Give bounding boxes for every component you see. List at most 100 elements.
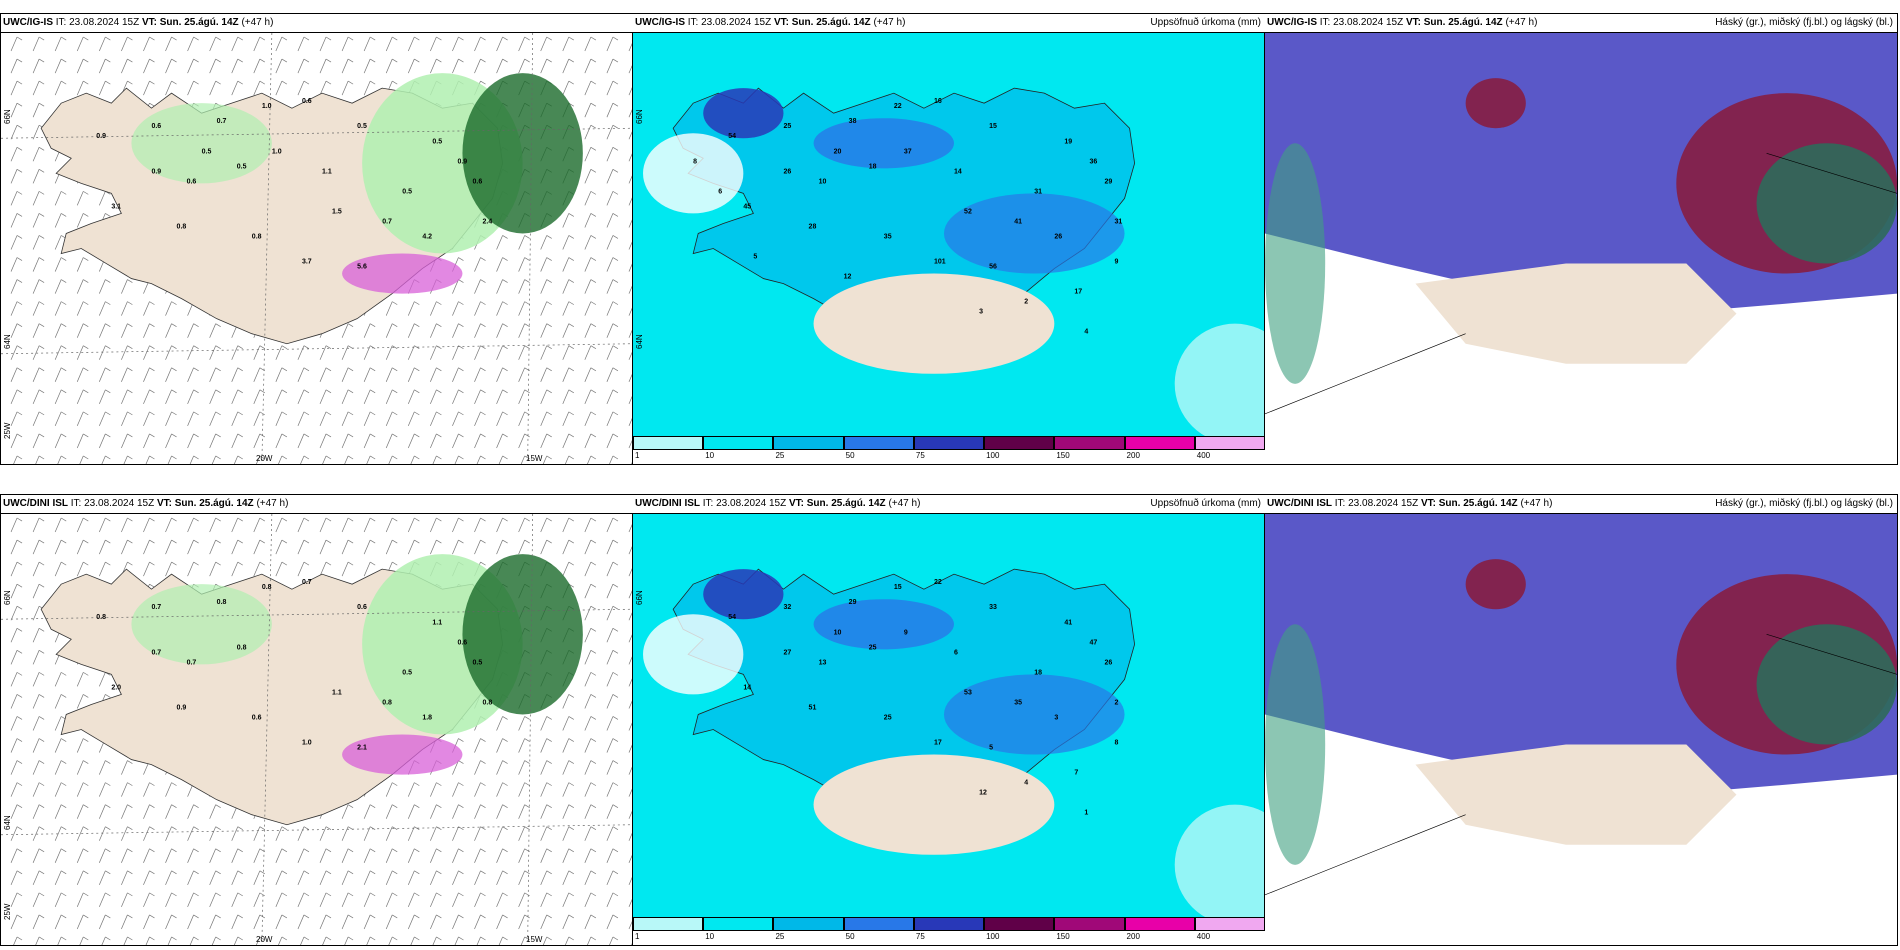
value-label: 14 <box>743 684 751 691</box>
value-label: 14 <box>954 168 962 175</box>
value-label: 0.8 <box>262 584 272 591</box>
value-label: 8 <box>1115 740 1119 747</box>
model-name: UWC/IG-IS <box>1267 17 1317 28</box>
value-label: 9 <box>904 629 908 636</box>
precip-heavy-area <box>462 554 583 715</box>
colorbar-segment <box>1124 917 1195 931</box>
value-label: 0.6 <box>187 178 197 185</box>
colorbar-segment <box>1194 436 1265 450</box>
value-label: 29 <box>1104 178 1112 185</box>
value-label: 101 <box>934 259 946 266</box>
panel-bottom-left-wind-precip: UWC/DINI ISL IT: 23.08.2024 15Z VT: Sun.… <box>0 494 634 946</box>
value-label: 1.1 <box>332 689 342 696</box>
value-label: 13 <box>819 659 827 666</box>
value-label: 0.7 <box>382 218 392 225</box>
value-label: 0.9 <box>177 704 187 711</box>
colorbar-tick: 1 <box>635 451 640 460</box>
value-label: 3.1 <box>111 203 121 210</box>
value-label: 0.9 <box>96 133 106 140</box>
value-label: 6 <box>718 188 722 195</box>
value-label: 0.7 <box>187 659 197 666</box>
valid-label: VT: <box>141 17 157 28</box>
value-label: 0.5 <box>432 138 442 145</box>
value-label: 29 <box>849 599 857 606</box>
colorbar-segment <box>913 917 985 931</box>
low-cloud-area <box>1756 143 1897 264</box>
valid-time: Sun. 25.ágú. 14Z <box>1423 17 1503 28</box>
value-label: 54 <box>728 614 736 621</box>
value-label: 0.6 <box>357 604 367 611</box>
value-label: 1.5 <box>332 208 342 215</box>
colorbar-segment <box>913 436 985 450</box>
colorbar-segment <box>1054 436 1125 450</box>
axis-label-lon1: 20W <box>256 454 273 463</box>
colorbar-segment <box>984 436 1055 450</box>
value-label: 54 <box>728 133 736 140</box>
value-label: 35 <box>884 233 892 240</box>
panel-header: UWC/DINI ISL IT: 23.08.2024 15Z VT: Sun.… <box>1 495 633 514</box>
lead-time: (+47 h) <box>241 17 274 28</box>
value-label: 0.7 <box>151 649 161 656</box>
init-time: IT: 23.08.2024 15Z <box>1334 498 1419 509</box>
value-label: 36 <box>1089 158 1097 165</box>
value-label: 10 <box>819 178 827 185</box>
init-time: IT: 23.08.2024 15Z <box>55 17 140 28</box>
panel-header: UWC/IG-IS IT: 23.08.2024 15Z VT: Sun. 25… <box>633 14 1265 33</box>
axis-label-lon2: 15W <box>526 935 543 944</box>
value-label: 25 <box>783 123 791 130</box>
model-name: UWC/IG-IS <box>3 17 53 28</box>
value-label: 0.8 <box>237 644 247 651</box>
colorbar-tick: 50 <box>845 451 855 460</box>
colorbar-tick: 200 <box>1126 932 1140 941</box>
value-label: 1.0 <box>272 148 282 155</box>
colorbar-segment <box>703 436 774 450</box>
clear-land-area <box>1415 744 1737 845</box>
colorbar-tick: 25 <box>775 932 785 941</box>
valid-time: Sun. 25.ágú. 14Z <box>791 17 871 28</box>
map-canvas: 0.9 0.6 0.7 0.5 0.9 0.6 1.0 0.6 0.5 0.5 0.9 0.5 0.6 1… <box>1 33 633 464</box>
axis-label-lat1: 66N <box>635 590 644 605</box>
colorbar-tick: 150 <box>1056 932 1070 941</box>
value-label: 22 <box>894 103 902 110</box>
precip-colorbar: 1 10 25 50 75 100 150 200 400 <box>633 436 1265 464</box>
value-label: 32 <box>783 604 791 611</box>
panel-header: UWC/IG-IS IT: 23.08.2024 15Z VT: Sun. 25… <box>1 14 633 33</box>
colorbar-tick: 100 <box>986 451 1000 460</box>
colorbar-segment <box>633 436 704 450</box>
value-label: 51 <box>809 704 817 711</box>
value-label: 26 <box>783 168 791 175</box>
init-time: IT: 23.08.2024 15Z <box>1319 17 1404 28</box>
value-label: 0.9 <box>457 158 467 165</box>
value-label: 12 <box>844 274 852 281</box>
valid-label: VT: <box>788 498 804 509</box>
value-label: 12 <box>979 790 987 797</box>
value-label: 15 <box>894 584 902 591</box>
lead-time: (+47 h) <box>888 498 921 509</box>
lead-time: (+47 h) <box>256 498 289 509</box>
value-label: 2 <box>1024 299 1028 306</box>
value-label: 33 <box>989 604 997 611</box>
value-label: 31 <box>1115 218 1123 225</box>
map-canvas: 5425381826102216151936312952413528451015… <box>633 33 1265 464</box>
colorbar-tick: 150 <box>1056 451 1070 460</box>
axis-label-lat2: 64N <box>635 334 644 349</box>
colorbar-tick: 100 <box>986 932 1000 941</box>
panel-header: UWC/DINI ISL IT: 23.08.2024 15Z VT: Sun.… <box>633 495 1265 514</box>
colorbar-segment <box>1194 917 1265 931</box>
axis-label-lat2: 64N <box>3 815 12 830</box>
value-label: 4 <box>1084 329 1088 336</box>
value-label: 41 <box>1064 619 1072 626</box>
map-canvas <box>1265 514 1897 945</box>
value-label: 1.1 <box>432 619 442 626</box>
axis-label-lat3: 25W <box>3 422 12 439</box>
model-name: UWC/DINI ISL <box>635 498 700 509</box>
value-label: 45 <box>743 203 751 210</box>
value-label: 17 <box>1074 289 1082 296</box>
panel-header: UWC/IG-IS IT: 23.08.2024 15Z VT: Sun. 25… <box>1265 14 1897 33</box>
value-label: 25 <box>869 644 877 651</box>
value-label: 0.7 <box>302 579 312 586</box>
panel-top-left-wind-precip: UWC/IG-IS IT: 23.08.2024 15Z VT: Sun. 25… <box>0 13 634 465</box>
value-label: 5 <box>989 745 993 752</box>
axis-label-lat1: 66N <box>3 590 12 605</box>
dry-interior <box>813 273 1055 374</box>
